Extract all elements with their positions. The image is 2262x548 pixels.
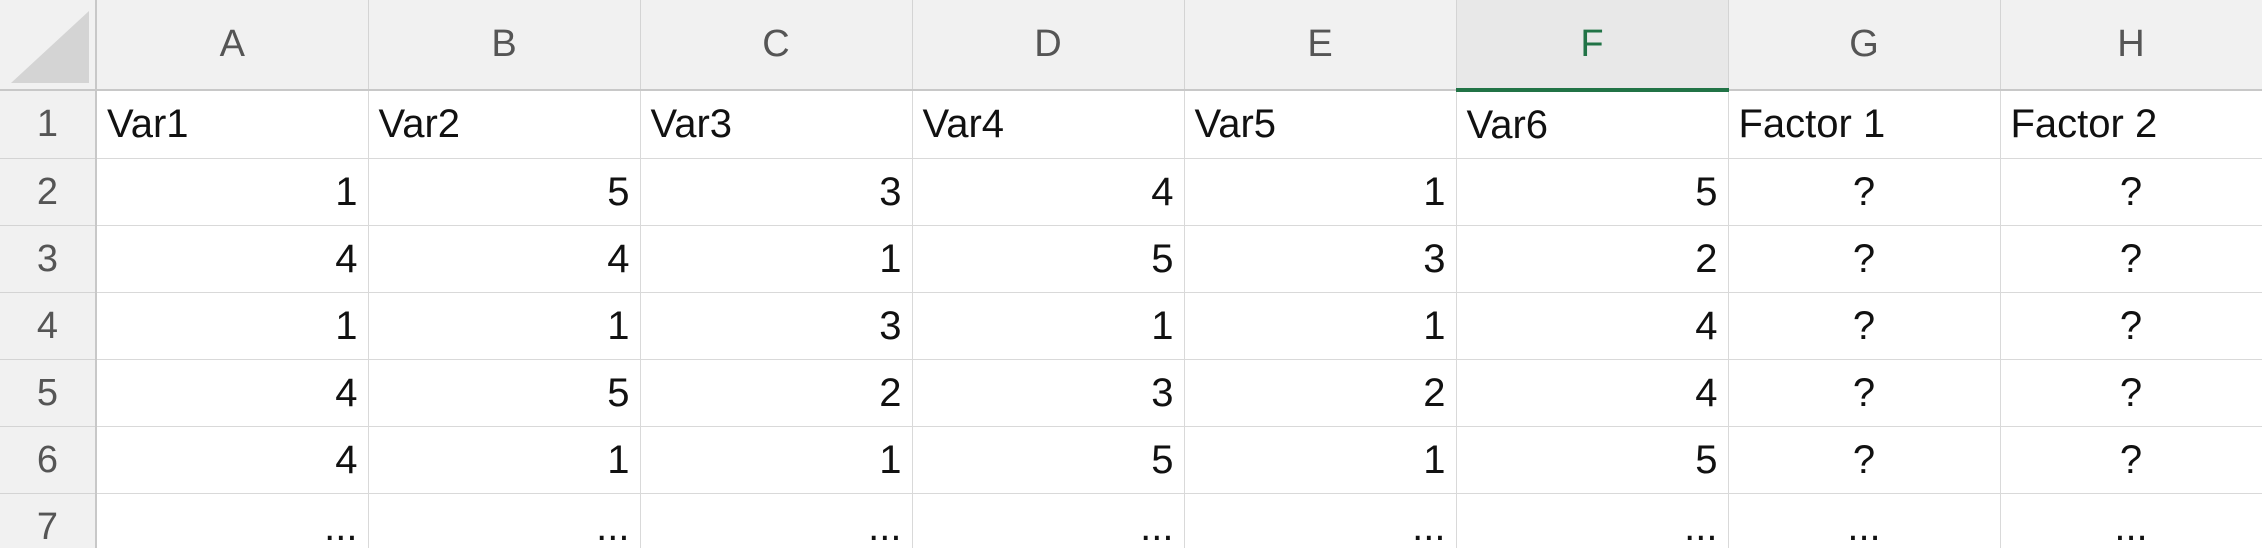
cell[interactable]: Var5: [1184, 90, 1457, 159]
cell[interactable]: 4: [368, 225, 641, 293]
cell[interactable]: 1: [640, 426, 913, 494]
column-header-d[interactable]: D: [912, 0, 1185, 91]
cell[interactable]: ?: [1728, 225, 2001, 293]
cell[interactable]: Var6: [1456, 90, 1729, 159]
cell[interactable]: 1: [640, 225, 913, 293]
cell[interactable]: 5: [1456, 158, 1729, 226]
cell[interactable]: ...: [1728, 493, 2001, 548]
cell[interactable]: ?: [1728, 292, 2001, 360]
row-header[interactable]: 2: [0, 158, 97, 226]
cell[interactable]: ?: [2000, 158, 2262, 226]
table-row: 4 1 1 3 1 1 4 ? ?: [0, 292, 2262, 360]
cell[interactable]: 5: [368, 359, 641, 427]
cell[interactable]: ...: [368, 493, 641, 548]
cell[interactable]: ...: [1456, 493, 1729, 548]
cell[interactable]: 4: [1456, 359, 1729, 427]
cell[interactable]: Factor 1: [1728, 90, 2001, 159]
cell[interactable]: ...: [1184, 493, 1457, 548]
cell[interactable]: 1: [96, 158, 369, 226]
cell[interactable]: 1: [1184, 292, 1457, 360]
cell[interactable]: 5: [912, 426, 1185, 494]
cell[interactable]: 2: [1456, 225, 1729, 293]
cell[interactable]: ...: [640, 493, 913, 548]
cell[interactable]: 5: [1456, 426, 1729, 494]
column-header-h[interactable]: H: [2000, 0, 2262, 91]
cell[interactable]: ...: [912, 493, 1185, 548]
cell[interactable]: Factor 2: [2000, 90, 2262, 159]
cell[interactable]: ?: [2000, 225, 2262, 293]
cell[interactable]: 1: [368, 292, 641, 360]
table-row: 1 Var1 Var2 Var3 Var4 Var5 Var6 Factor 1…: [0, 90, 2262, 159]
cell[interactable]: 4: [96, 359, 369, 427]
column-header-row: A B C D E F G H: [0, 0, 2262, 92]
table-row: 6 4 1 1 5 1 5 ? ?: [0, 426, 2262, 494]
select-all-corner[interactable]: [0, 0, 97, 91]
cell[interactable]: 1: [96, 292, 369, 360]
row-header[interactable]: 7: [0, 493, 97, 548]
column-header-b[interactable]: B: [368, 0, 641, 91]
cell[interactable]: 3: [912, 359, 1185, 427]
cell[interactable]: Var4: [912, 90, 1185, 159]
column-header-c[interactable]: C: [640, 0, 913, 91]
table-row: 7 ... ... ... ... ... ... ... ...: [0, 493, 2262, 548]
table-row: 2 1 5 3 4 1 5 ? ?: [0, 158, 2262, 226]
cell[interactable]: 2: [1184, 359, 1457, 427]
column-header-f[interactable]: F: [1456, 0, 1729, 92]
cell[interactable]: 5: [368, 158, 641, 226]
cell[interactable]: ?: [1728, 426, 2001, 494]
cell[interactable]: 5: [912, 225, 1185, 293]
cell[interactable]: ...: [96, 493, 369, 548]
cell[interactable]: 2: [640, 359, 913, 427]
cell[interactable]: Var2: [368, 90, 641, 159]
table-row: 5 4 5 2 3 2 4 ? ?: [0, 359, 2262, 427]
row-header[interactable]: 6: [0, 426, 97, 494]
cell[interactable]: ?: [2000, 426, 2262, 494]
cell[interactable]: ...: [2000, 493, 2262, 548]
cell[interactable]: 1: [368, 426, 641, 494]
cell[interactable]: Var3: [640, 90, 913, 159]
cell[interactable]: 1: [912, 292, 1185, 360]
cell[interactable]: 3: [640, 158, 913, 226]
row-header[interactable]: 4: [0, 292, 97, 360]
column-header-e[interactable]: E: [1184, 0, 1457, 91]
cell[interactable]: ?: [1728, 158, 2001, 226]
column-header-a[interactable]: A: [96, 0, 369, 91]
cell[interactable]: 4: [912, 158, 1185, 226]
row-header[interactable]: 5: [0, 359, 97, 427]
cell[interactable]: 4: [96, 426, 369, 494]
table-row: 3 4 4 1 5 3 2 ? ?: [0, 225, 2262, 293]
cell[interactable]: ?: [1728, 359, 2001, 427]
cell[interactable]: 1: [1184, 158, 1457, 226]
cell[interactable]: 4: [1456, 292, 1729, 360]
column-header-g[interactable]: G: [1728, 0, 2001, 91]
cell[interactable]: 4: [96, 225, 369, 293]
row-header[interactable]: 3: [0, 225, 97, 293]
cell[interactable]: 1: [1184, 426, 1457, 494]
cell[interactable]: 3: [1184, 225, 1457, 293]
row-header[interactable]: 1: [0, 90, 97, 159]
cell[interactable]: ?: [2000, 292, 2262, 360]
cell[interactable]: Var1: [96, 90, 369, 159]
select-all-triangle-icon: [11, 11, 89, 83]
cell[interactable]: 3: [640, 292, 913, 360]
cell[interactable]: ?: [2000, 359, 2262, 427]
